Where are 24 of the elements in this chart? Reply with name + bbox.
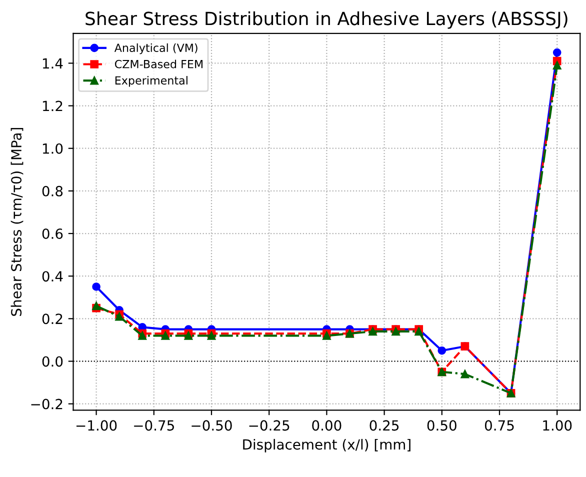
y-tick-label: 0.2 (42, 314, 62, 324)
x-tick-label: 0.50 (427, 420, 456, 431)
x-tick-label: −1.00 (76, 420, 117, 431)
x-tick-label: 0.25 (370, 420, 399, 431)
x-tick-label: 0.75 (484, 420, 514, 431)
y-tick-label: 0.8 (42, 186, 63, 196)
y-tick-label: 1.0 (42, 143, 63, 154)
y-tick-label: −0.2 (31, 398, 62, 410)
x-tick-label: −0.75 (134, 420, 174, 431)
y-axis-title: Shear Stress (τm/τ0) [MPa] (10, 128, 24, 316)
y-tick-label: 0.0 (42, 356, 63, 367)
x-tick-label: −0.50 (192, 420, 232, 431)
legend-label: Experimental (115, 76, 188, 87)
legend-label: Analytical (VM) (114, 43, 198, 54)
x-tick-label: −0.25 (249, 420, 290, 431)
legend-label: CZM-Based FEM (114, 60, 202, 68)
y-tick-label: 0.4 (42, 271, 63, 282)
y-tick-label: 0.6 (42, 228, 63, 239)
x-tick-label: 0.00 (312, 420, 342, 431)
chart-title: Shear Stress Distribution in Adhesive Layers (ABSSSJ) (86, 11, 568, 29)
y-tick-label: 1.2 (42, 100, 62, 112)
x-tick-label: 1.00 (543, 420, 572, 431)
y-tick-label: 1.4 (42, 58, 63, 68)
x-axis-title: Displacement (x/l) [mm] (243, 438, 410, 452)
